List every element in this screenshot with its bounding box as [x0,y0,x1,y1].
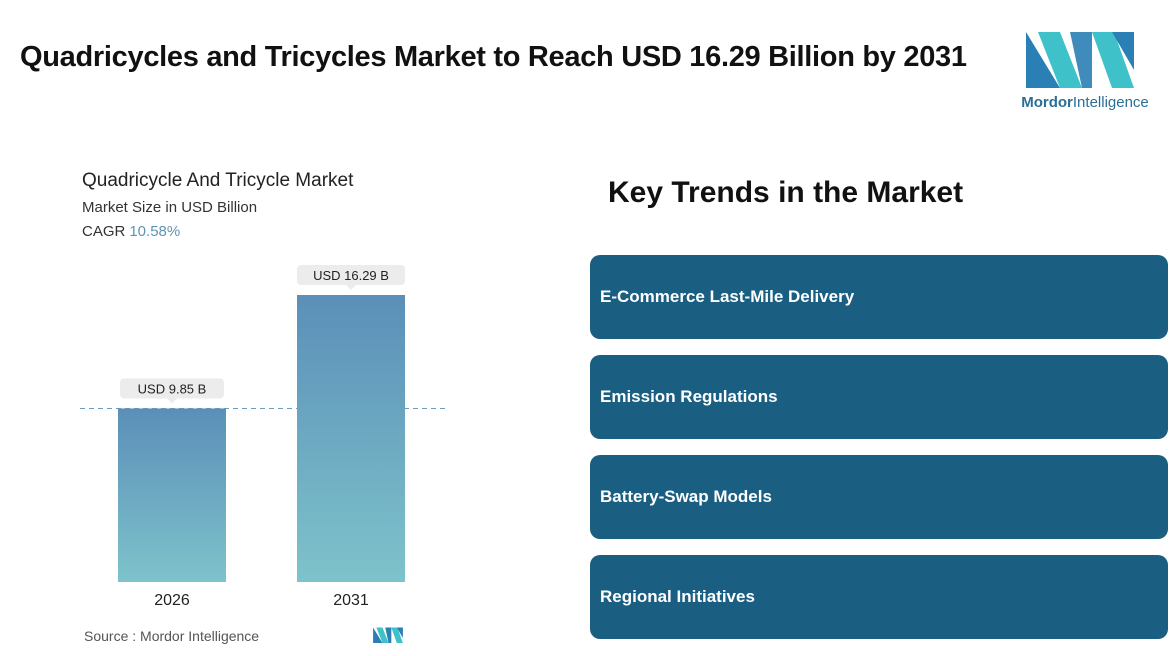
data-label-bg [120,378,224,399]
data-label: USD 16.29 B [313,268,389,283]
trend-card-ecommerce: E-Commerce Last-Mile Delivery [590,255,1168,339]
bar-chart: USD 9.85 B 2026 USD 16.29 B 2031 [80,265,445,609]
chart-subtitle: Market Size in USD Billion [82,199,258,216]
source-logo-icon [373,627,403,643]
trend-label: Battery-Swap Models [600,487,772,506]
data-label: USD 9.85 B [138,381,207,396]
logo-text: MordorIntelligence [1021,94,1149,111]
page-title: Quadricycles and Tricycles Market to Rea… [20,41,967,73]
trend-label: Emission Regulations [600,387,778,406]
source-note: Source : Mordor Intelligence [84,628,260,644]
trends-title: Key Trends in the Market [608,176,964,209]
trend-card-regional: Regional Initiatives [590,555,1168,639]
data-label-pointer [346,285,356,290]
logo-mark-icon [1026,32,1134,88]
x-tick-label: 2031 [333,592,369,609]
data-label-pointer [167,398,177,404]
chart-cagr: CAGR 10.58% [82,223,180,240]
cagr-value: 10.58% [129,223,181,240]
trend-label: Regional Initiatives [600,587,755,606]
data-label-bg [297,265,405,285]
mordor-intelligence-logo: MordorIntelligence [1010,30,1150,120]
bar-2031 [297,295,405,582]
chart-title: Quadricycle And Tricycle Market [82,170,354,191]
cagr-label: CAGR [82,223,126,240]
bar-2026 [118,408,226,582]
trend-card-battery-swap: Battery-Swap Models [590,455,1168,539]
x-tick-label: 2026 [154,592,190,609]
trend-card-emission: Emission Regulations [590,355,1168,439]
trend-label: E-Commerce Last-Mile Delivery [600,287,855,306]
